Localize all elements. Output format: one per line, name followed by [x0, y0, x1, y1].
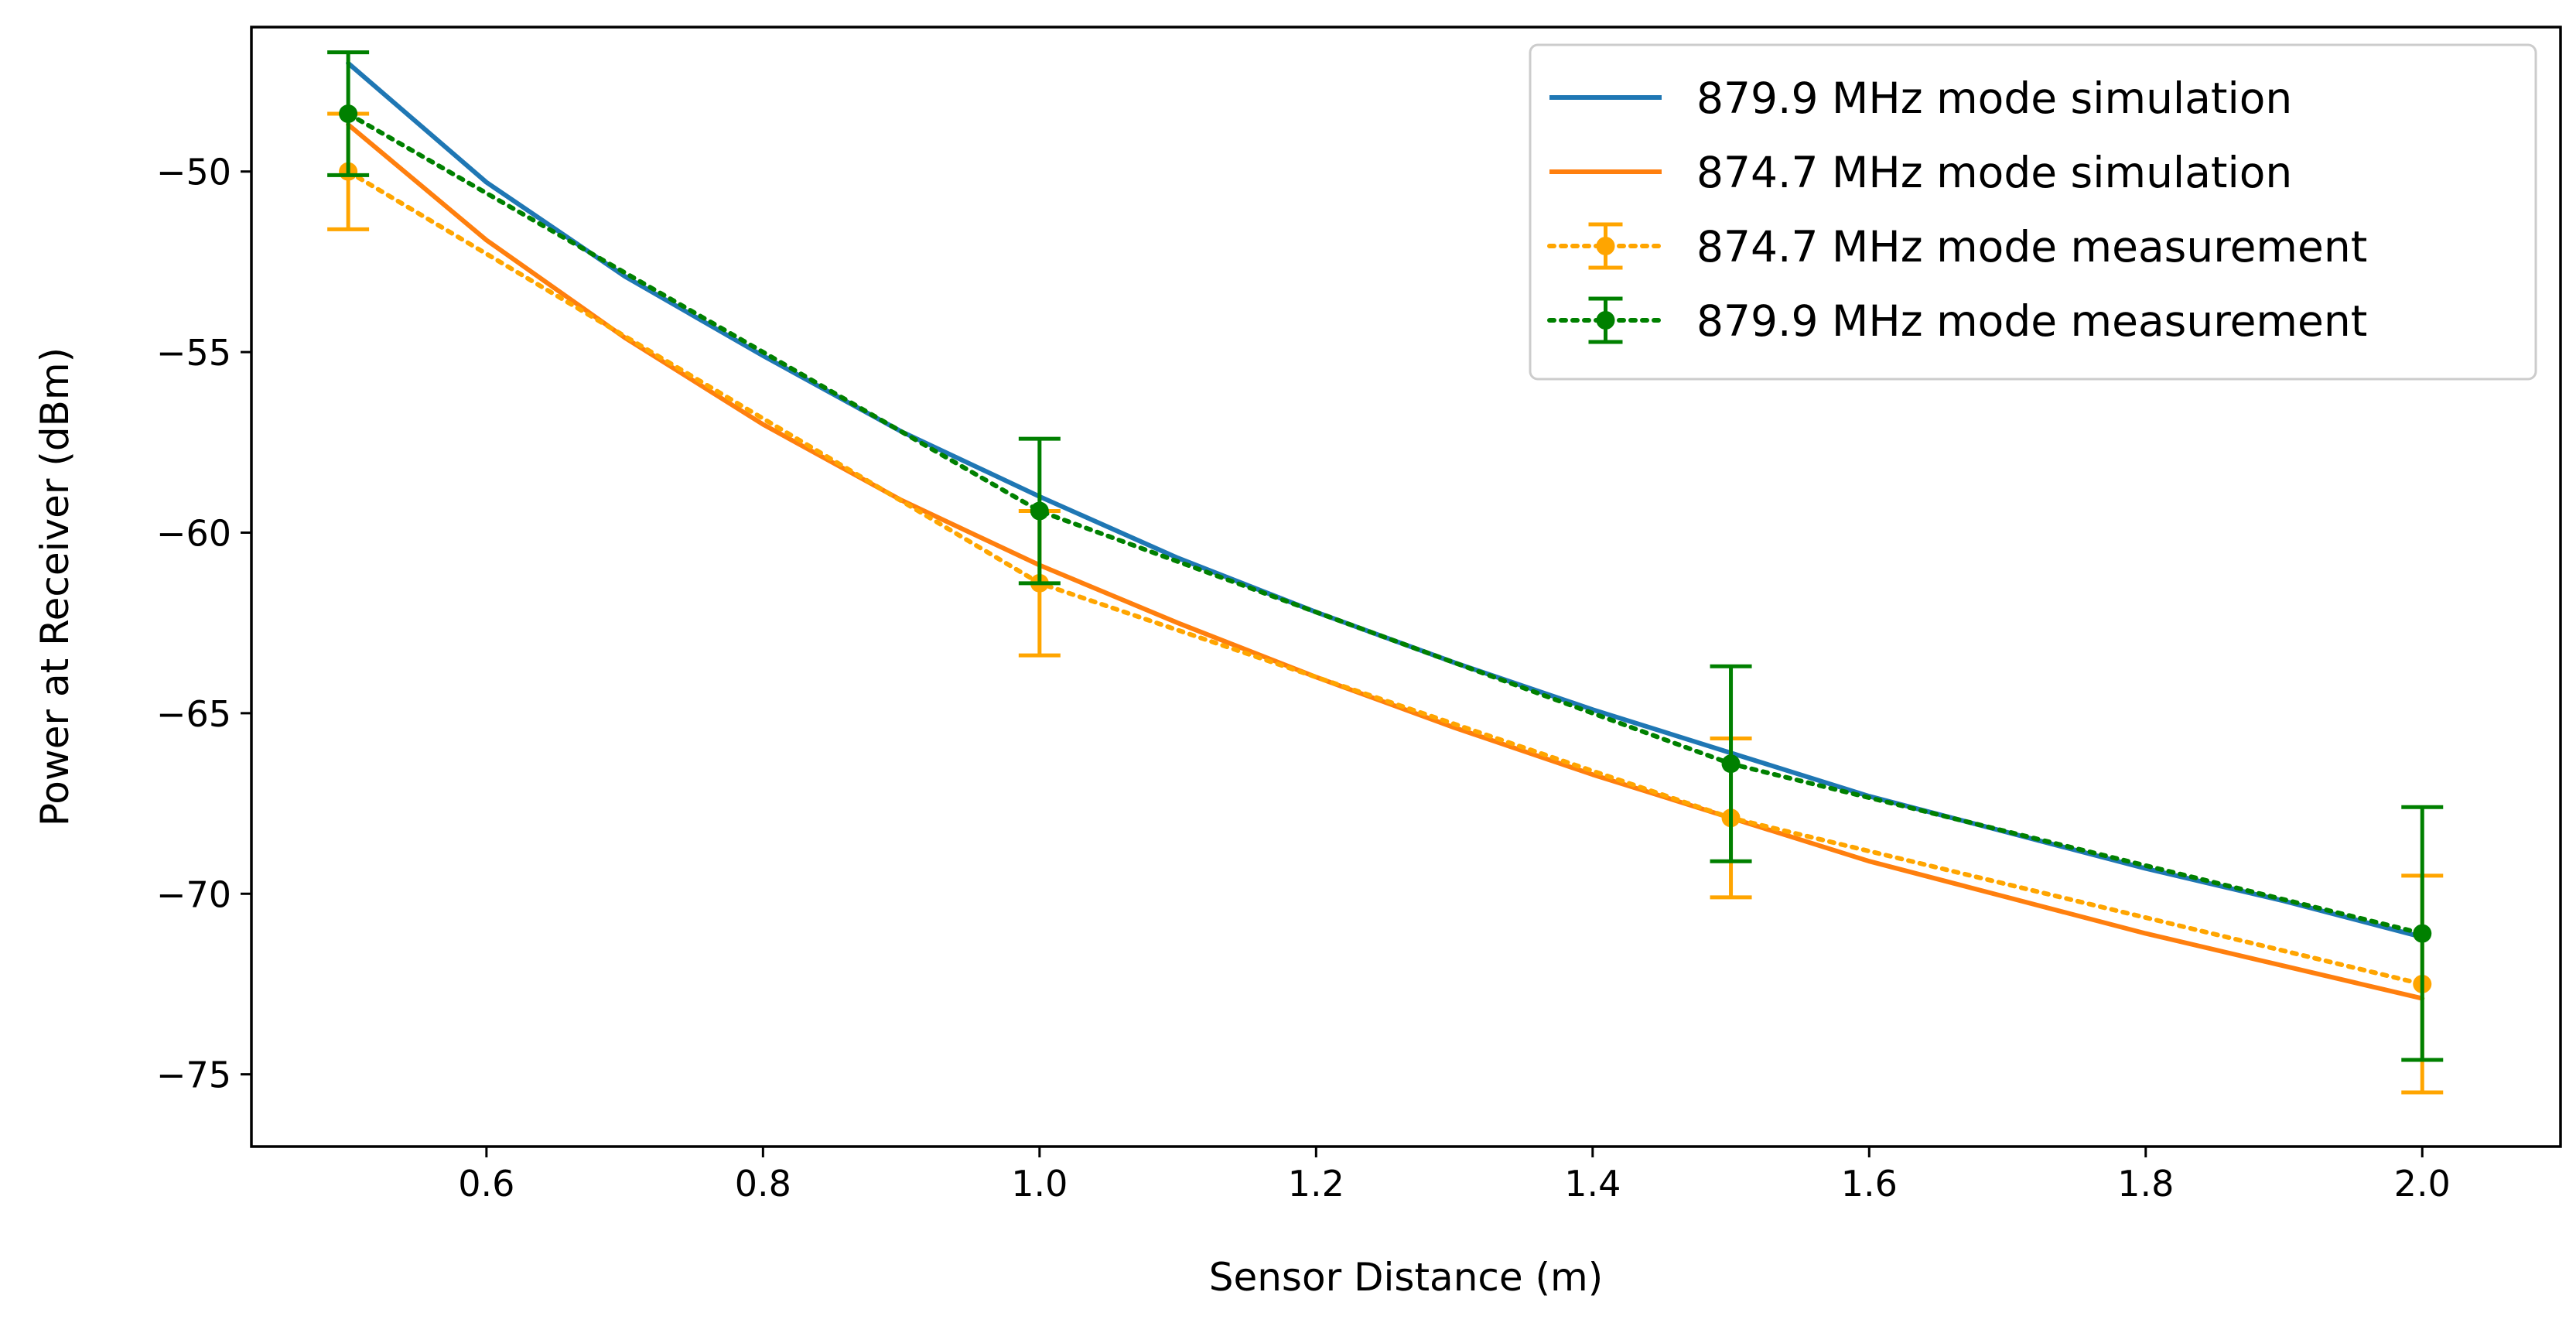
data-point [2413, 924, 2432, 943]
x-tick-label: 2.0 [2394, 1163, 2451, 1205]
y-tick-label: −50 [156, 152, 231, 193]
legend-entry-label: 879.9 MHz mode measurement [1696, 296, 2367, 346]
data-point [1030, 501, 1049, 521]
x-tick-label: 0.8 [735, 1163, 791, 1205]
series-line-1 [346, 122, 2425, 1001]
legend-entry-label: 879.9 MHz mode simulation [1696, 73, 2292, 123]
legend-entry-label: 874.7 MHz mode simulation [1696, 148, 2292, 197]
y-tick-label: −70 [156, 873, 231, 915]
data-point [339, 104, 358, 124]
legend: 879.9 MHz mode simulation 874.7 MHz mode … [1529, 43, 2537, 381]
x-axis-label: Sensor Distance (m) [1209, 1255, 1604, 1300]
x-tick-label: 1.0 [1011, 1163, 1068, 1205]
series-line-2 [346, 169, 2425, 986]
x-tick-label: 1.2 [1288, 1163, 1344, 1205]
y-tick-label: −60 [156, 512, 231, 554]
x-tick-label: 1.8 [2117, 1163, 2174, 1205]
legend-swatch-marker [1596, 237, 1615, 255]
y-tick-label: −55 [156, 332, 231, 374]
x-tick-label: 0.6 [458, 1163, 514, 1205]
legend-swatch-marker [1596, 311, 1615, 330]
axes-ticks: 0.6 0.8 1.0 1.2 1.4 1.6 1.8 2.0 −50 −55 −60 −65 −70 −… [156, 152, 2451, 1205]
y-axis-label: Power at Receiver (dBm) [32, 347, 77, 826]
plot-frame [250, 26, 2562, 1148]
y-tick-label: −75 [156, 1054, 231, 1096]
plot-layer [327, 50, 2444, 1095]
x-tick-label: 1.4 [1564, 1163, 1621, 1205]
y-tick-label: −65 [156, 693, 231, 735]
x-tick-label: 1.6 [1841, 1163, 1898, 1205]
legend-entry-label: 874.7 MHz mode measurement [1696, 222, 2367, 272]
legend-box [1529, 43, 2537, 381]
series-line-3 [346, 111, 2425, 936]
data-point [1721, 754, 1741, 774]
